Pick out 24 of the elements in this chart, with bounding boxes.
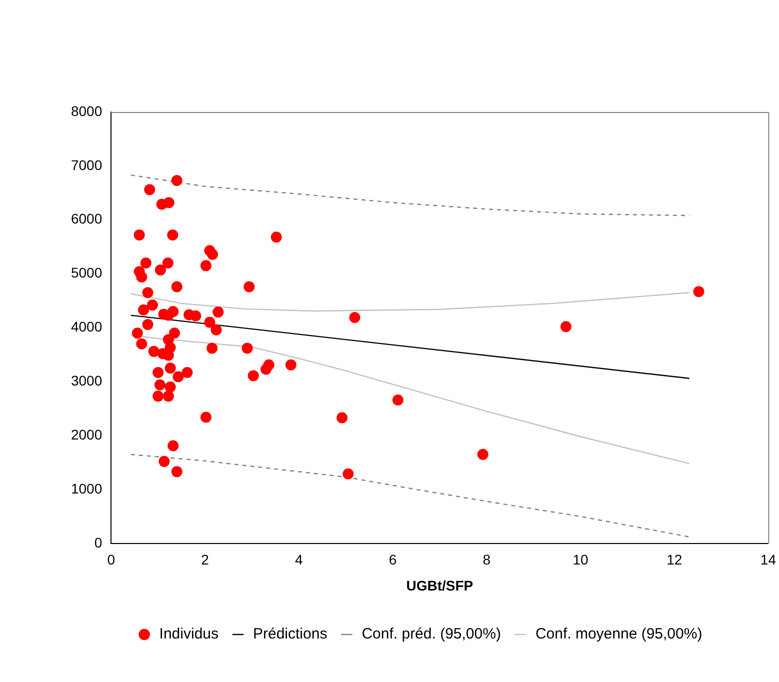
x-tick-label: 10: [572, 552, 588, 568]
x-tick-label: 6: [388, 552, 397, 568]
x-axis-title: UGBt/SFP: [406, 577, 474, 594]
y-tick-label: 7000: [70, 156, 102, 173]
y-tick-label: 2000: [70, 426, 102, 442]
x-tick-label: 4: [294, 552, 303, 568]
y-tick-label: 6000: [70, 210, 102, 227]
y-tick-label: 4000: [70, 318, 102, 335]
legend-label: Conf. préd. (95,00%): [362, 626, 501, 643]
line-series: [130, 454, 690, 538]
y-tick-label: 1000: [70, 480, 102, 496]
legend-label: Conf. moyenne (95,00%): [535, 626, 702, 643]
x-tick-label: 0: [107, 552, 116, 568]
x-tick-label: 12: [666, 552, 682, 568]
line-series: [130, 174, 690, 216]
legend-label: Prédictions: [253, 626, 328, 643]
y-tick-label: 0: [94, 534, 102, 550]
y-tick-label: 8000: [70, 102, 102, 119]
x-tick-label: 8: [482, 552, 491, 568]
x-tick-label: 14: [760, 552, 776, 568]
y-tick-label: 5000: [70, 264, 102, 281]
legend-label: Individus: [159, 626, 218, 643]
x-tick-label: 2: [201, 552, 210, 568]
y-tick-label: 3000: [70, 372, 102, 388]
